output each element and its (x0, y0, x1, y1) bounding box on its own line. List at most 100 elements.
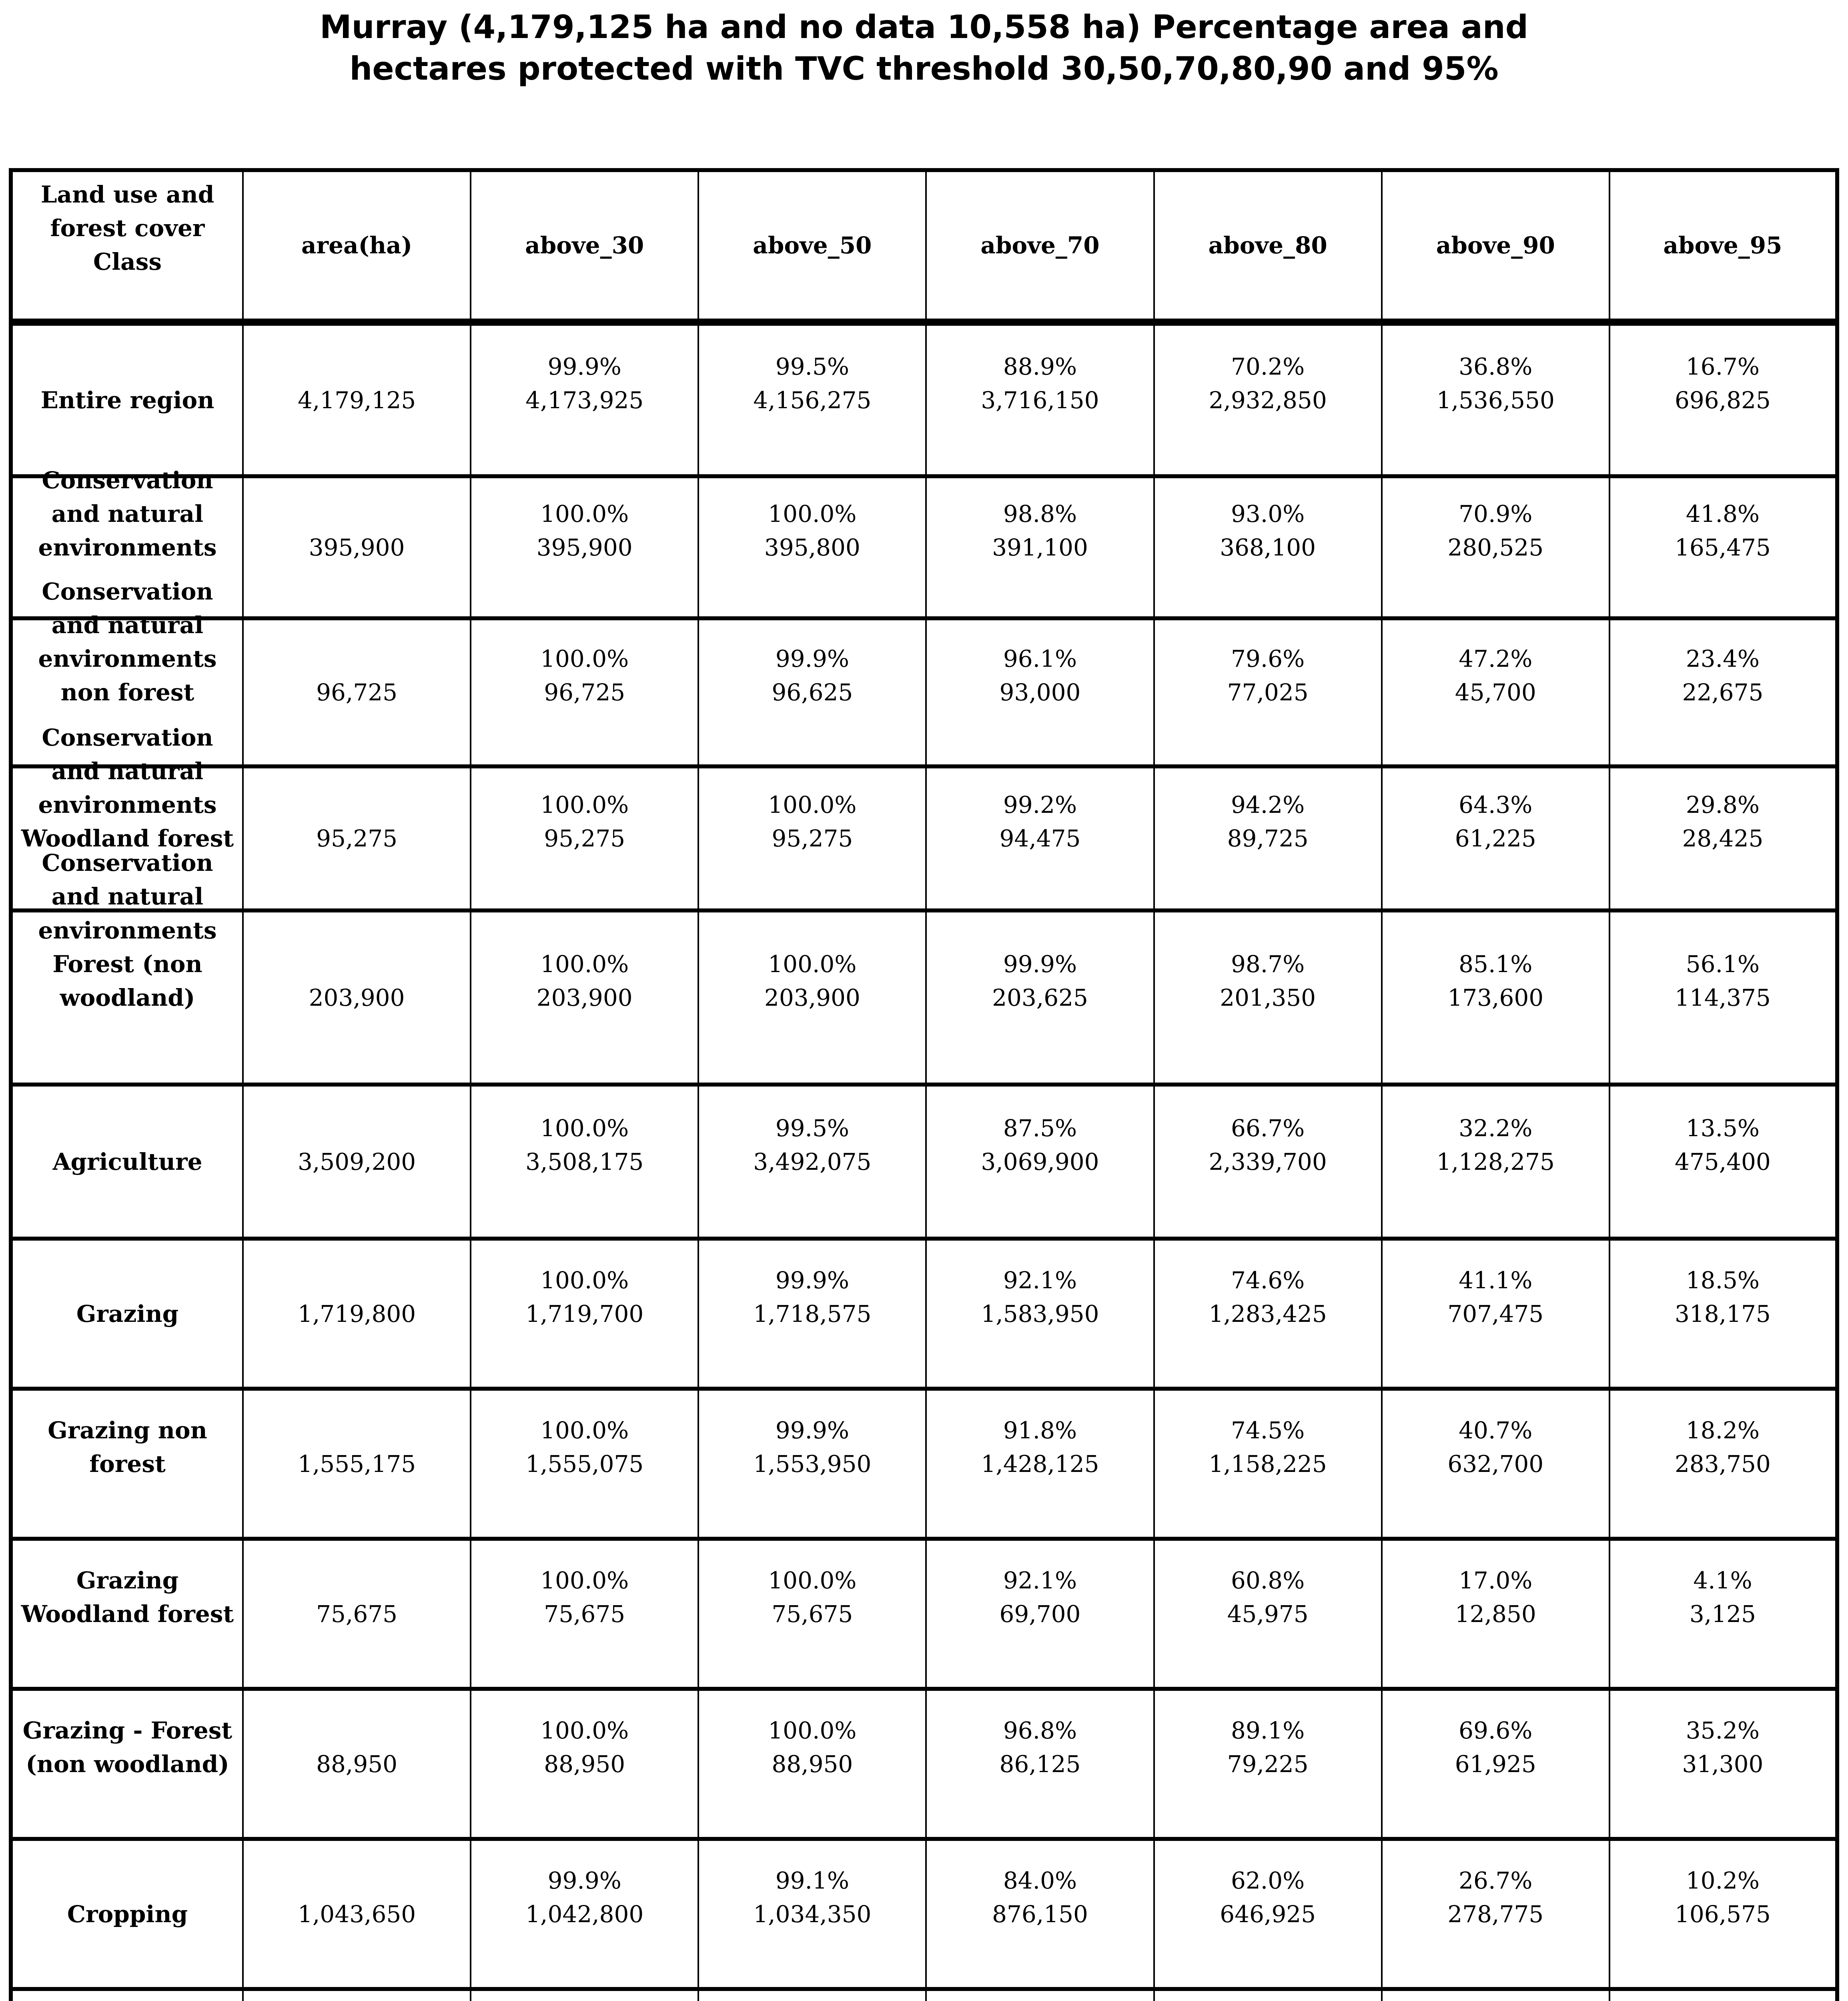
data-cell: 99.9% 1,553,950 (698, 1387, 927, 1540)
hectares-value: 278,775 (1447, 1900, 1544, 1928)
area-cell: 95,275 (242, 764, 472, 911)
percent-value: 56.1% (1686, 950, 1760, 978)
percent-value: 26.7% (1459, 1867, 1533, 1894)
hectares-value: 114,375 (1674, 984, 1771, 1011)
data-cell: 17.0% 12,850 (1381, 1537, 1610, 1690)
hectares-value: 77,025 (1227, 679, 1309, 706)
data-cell: 70.2% 2,932,850 (1153, 320, 1383, 477)
data-cell: 100.0%745,275 (470, 1987, 700, 2001)
hectares-value: 203,900 (536, 984, 633, 1011)
percent-value: 99.9% (775, 1416, 849, 1444)
hectares-value: 86,125 (999, 1750, 1081, 1778)
percent-value: 93.0% (1231, 500, 1305, 527)
hectares-value: 1,583,950 (981, 1300, 1099, 1327)
hectares-value: 22,675 (1682, 679, 1764, 706)
data-cell: 98.7% 201,350 (1153, 908, 1383, 1085)
row-label: Grazing (10, 1237, 244, 1389)
row-label: Conservation and natural environments Fo… (10, 849, 244, 1085)
data-cell: 66.7% 2,339,700 (1153, 1083, 1383, 1239)
hectares-value: 96,725 (544, 679, 625, 706)
data-cell: 19.0%141,925 (1381, 1987, 1610, 2001)
column-header-above95: above_95 (1608, 169, 1838, 326)
data-cell: 84.0% 876,150 (925, 1837, 1155, 1990)
percent-value: 100.0% (540, 1416, 629, 1444)
hectares-value: 165,475 (1674, 533, 1771, 561)
percent-value: 29.8% (1686, 791, 1760, 819)
area-cell: 395,900 (242, 474, 472, 619)
area-cell: 75,675 (242, 1537, 472, 1690)
hectares-value: 1,128,275 (1436, 1148, 1555, 1175)
hectares-value: 88,950 (544, 1750, 625, 1778)
percent-value: 100.0% (540, 950, 629, 978)
hectares-value: 3,069,900 (981, 1148, 1099, 1175)
hectares-value: 94,475 (999, 825, 1081, 852)
data-cell: 100.0% 3,508,175 (470, 1083, 700, 1239)
data-cell: 99.9% 203,625 (925, 908, 1155, 1085)
column-header-class: Land use and forest cover Class (10, 169, 244, 326)
hectares-value: 3,508,175 (525, 1148, 644, 1175)
row-label: Grazing Woodland forest (10, 1537, 244, 1690)
area-cell: 4,179,125 (242, 320, 472, 477)
data-cell: 60.8% 45,975 (1153, 1537, 1383, 1690)
hectares-value: 12,850 (1455, 1600, 1536, 1628)
data-cell: 70.9% 280,525 (1381, 474, 1610, 619)
percent-value: 60.8% (1231, 1566, 1305, 1594)
data-cell: 41.1% 707,475 (1381, 1237, 1610, 1389)
table-row: Agriculture 3,509,200 100.0% 3,508,175 99.5%… (10, 1083, 1838, 1239)
data-cell: 100.0% 395,800 (698, 474, 927, 619)
hectares-value: 280,525 (1447, 533, 1544, 561)
row-label: Irrigation (10, 1987, 244, 2001)
percent-value: 99.5% (775, 353, 849, 380)
percent-value: 35.2% (1686, 1716, 1760, 1744)
percent-value: 100.0% (768, 1716, 857, 1744)
column-header-above70: above_70 (925, 169, 1155, 326)
hectares-value: 1,536,550 (1436, 386, 1555, 414)
hectares-value: 96,625 (772, 679, 853, 706)
hectares-value: 69,700 (999, 1600, 1081, 1628)
hectares-value: 3,492,075 (753, 1148, 872, 1175)
column-header-above90: above_90 (1381, 169, 1610, 326)
row-label: Conservation and natural environments Wo… (10, 724, 244, 911)
data-cell: 100.0% 203,900 (470, 908, 700, 1085)
hectares-value: 95,275 (772, 825, 853, 852)
data-cell: 54.9%409,125 (1153, 1987, 1383, 2001)
hectares-value: 2,339,700 (1209, 1148, 1327, 1175)
percent-value: 99.2% (1003, 791, 1077, 819)
data-cell: 99.1% 1,034,350 (698, 1837, 927, 1990)
data-cell: 99.9% 1,042,800 (470, 1837, 700, 1990)
hectares-value: 61,225 (1455, 825, 1536, 852)
table-row: Conservation and natural environments Wo… (10, 724, 1838, 911)
area-cell: 88,950 (242, 1687, 472, 1840)
percent-value: 47.2% (1459, 645, 1533, 673)
data-cell: 100.0% 75,675 (470, 1537, 700, 1690)
data-cell: 99.5% 4,156,275 (698, 320, 927, 477)
hectares-value: 3,716,150 (981, 386, 1099, 414)
hectares-value: 368,100 (1220, 533, 1316, 561)
percent-value: 79.6% (1231, 645, 1305, 673)
hectares-value: 75,675 (544, 1600, 625, 1628)
data-cell: 6.8%50,650 (1608, 1987, 1838, 2001)
data-cell: 47.2% 45,700 (1381, 616, 1610, 767)
percent-value: 18.2% (1686, 1416, 1760, 1444)
hectares-value: 4,173,925 (525, 386, 644, 414)
percent-value: 41.1% (1459, 1266, 1533, 1294)
percent-value: 32.2% (1459, 1114, 1533, 1142)
hectares-value: 1,283,425 (1209, 1300, 1327, 1327)
hectares-value: 876,150 (992, 1900, 1088, 1928)
hectares-value: 106,575 (1674, 1900, 1771, 1928)
hectares-value: 283,750 (1674, 1450, 1771, 1478)
column-header-above80: above_80 (1153, 169, 1383, 326)
data-cell: 93.0% 368,100 (1153, 474, 1383, 619)
percent-value: 4.1% (1693, 1566, 1752, 1594)
percent-value: 100.0% (540, 1114, 629, 1142)
data-cell: 98.8% 391,100 (925, 474, 1155, 619)
data-cell: 36.8% 1,536,550 (1381, 320, 1610, 477)
percent-value: 74.6% (1231, 1266, 1305, 1294)
data-cell: 40.7% 632,700 (1381, 1387, 1610, 1540)
data-cell: 100.0% 203,900 (698, 908, 927, 1085)
area-cell: 1,555,175 (242, 1387, 472, 1540)
table-row: Entire region 4,179,125 99.9% 4,173,925 99.5… (10, 320, 1838, 477)
percent-value: 99.9% (547, 353, 621, 380)
percent-value: 99.9% (547, 1867, 621, 1894)
data-cell: 99.9% 4,173,925 (470, 320, 700, 477)
